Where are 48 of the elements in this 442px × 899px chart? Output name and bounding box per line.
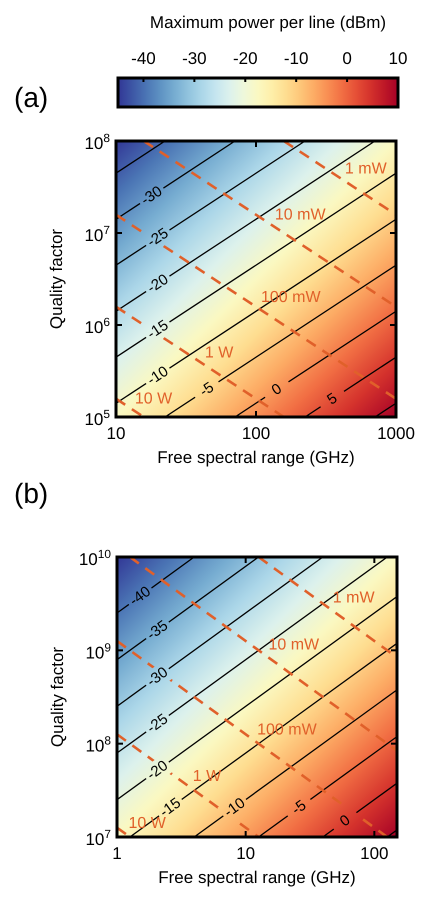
text: -30	[144, 664, 172, 690]
series-label: 10 W	[128, 814, 167, 832]
series-label: 10 mW	[274, 206, 326, 224]
y-tick-label: 10$^{7}$	[85, 827, 112, 849]
color-bar-title: Maximum power per line (dBm)	[150, 13, 386, 32]
text: 0	[336, 812, 354, 830]
color-bar-label: 0	[342, 49, 352, 68]
series-label: 10 mW	[268, 636, 320, 654]
color-bar-label: -40	[131, 49, 156, 68]
chart-title: (a)	[14, 82, 48, 113]
text: -30	[138, 182, 166, 209]
x-tick-label: 10	[236, 844, 256, 863]
y-tick-label: 10$^{8}$	[85, 734, 112, 756]
text: -25	[144, 224, 172, 251]
y-tick-label: 10$^{6}$	[84, 315, 110, 337]
y-tick-label: 10$^{10}$	[78, 547, 112, 569]
text: -5	[288, 796, 310, 818]
text: -15	[144, 316, 172, 343]
text: 0	[268, 380, 285, 399]
y-tick-label: 10$^{9}$	[85, 640, 112, 662]
color-bar-label: -10	[284, 49, 308, 68]
series-label: 1 W	[204, 344, 234, 362]
chart-title: (b)	[14, 478, 48, 509]
x-axis-title: Free spectral range (GHz)	[158, 868, 356, 887]
text: -40	[126, 582, 154, 610]
text: -10	[144, 362, 172, 389]
color-bar-label: 10	[388, 49, 408, 68]
y-tick-label: 10$^{7}$	[84, 223, 110, 245]
color-bar-label: -20	[232, 49, 258, 68]
x-tick-label: 100	[360, 844, 389, 863]
y-tick-label: 10$^{8}$	[84, 131, 110, 153]
y-axis-title: Quality factor	[48, 646, 67, 748]
x-tick-label: 1000	[377, 424, 415, 443]
text: -20	[144, 270, 172, 297]
text: 5	[324, 390, 340, 408]
x-tick-label: 100	[242, 424, 270, 443]
y-axis-title: Quality factor	[47, 228, 66, 330]
series-label: 10 W	[134, 390, 174, 408]
x-axis-title: Free spectral range (GHz)	[157, 448, 355, 467]
text: -25	[144, 710, 172, 737]
text: -5	[196, 378, 218, 400]
text: -10	[220, 794, 248, 821]
x-tick-label: 1	[112, 844, 122, 863]
series-label: 1 mW	[332, 590, 376, 607]
text: -35	[144, 617, 172, 644]
text: -20	[144, 757, 172, 784]
color-bar-label: -30	[182, 49, 207, 68]
series-label: 1 mW	[344, 160, 388, 178]
